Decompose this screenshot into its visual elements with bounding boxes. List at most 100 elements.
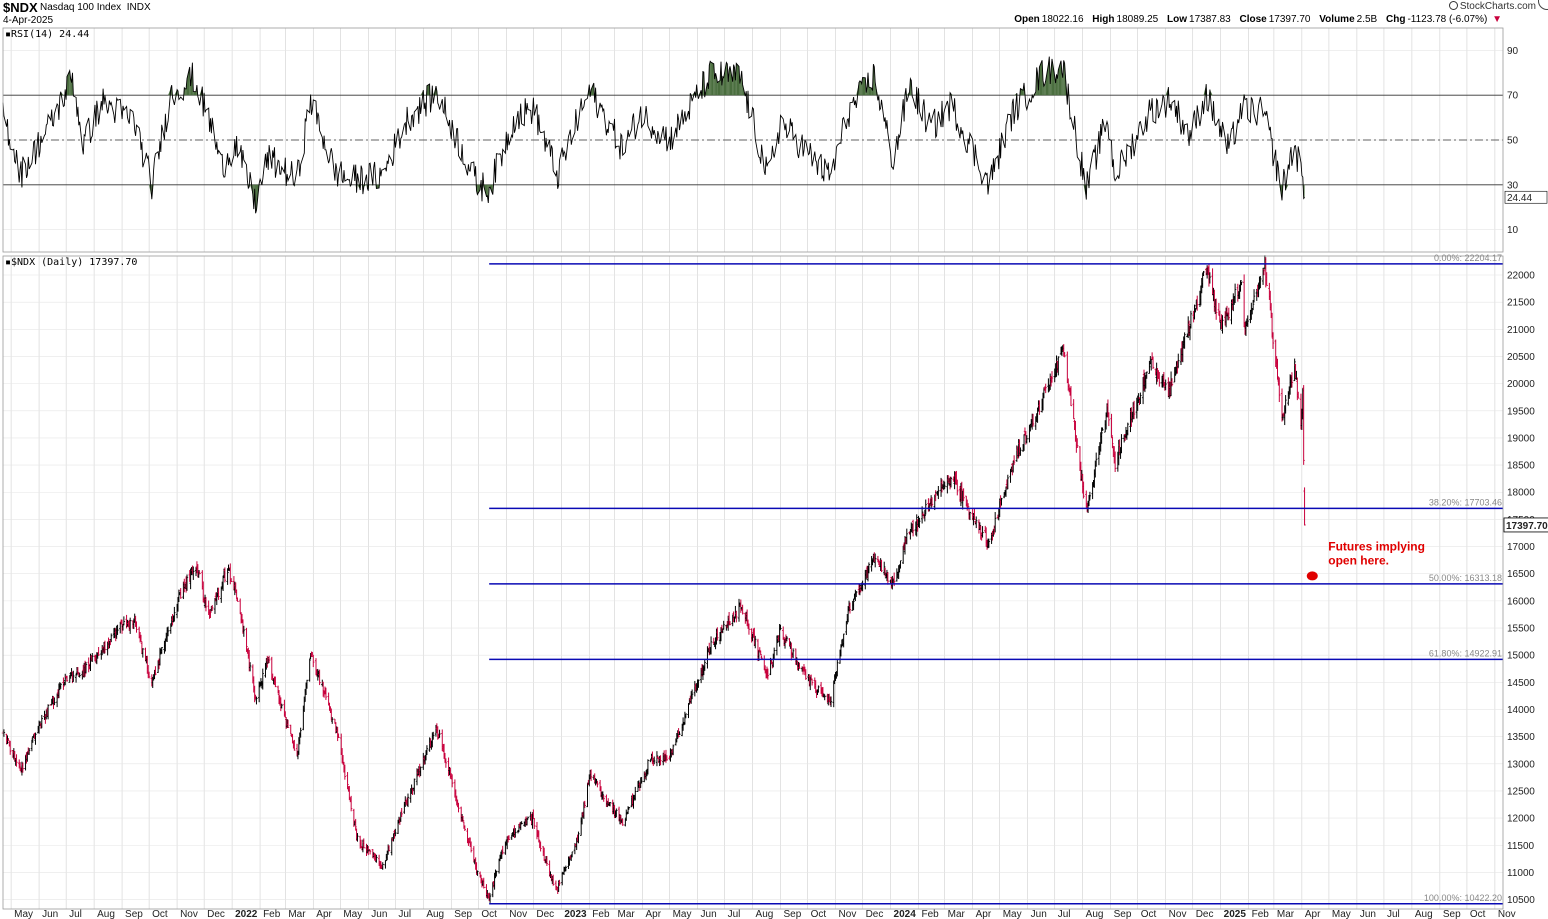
x-tick-label: May bbox=[1332, 909, 1351, 919]
price-tick-label: 10500 bbox=[1507, 895, 1535, 906]
rsi-overbought-fill bbox=[723, 62, 727, 96]
pane-labels: 10500 11000 11500 12000 12500 13000 13500 14000… bbox=[5, 29, 1548, 906]
rsi-overbought-fill bbox=[1043, 84, 1045, 96]
x-tick-label: Jul bbox=[728, 909, 741, 919]
ohlc-stats: Open 18022.16 High 18089.25 Low 17387.83 Cl… bbox=[1008, 14, 1502, 25]
price-tick-label: 16500 bbox=[1507, 569, 1535, 580]
stockcharts-logo-icon bbox=[1448, 1, 1458, 10]
price-tick-label: 16000 bbox=[1507, 596, 1535, 607]
x-tick-label: Nov bbox=[839, 909, 857, 919]
x-tick-label: May bbox=[673, 909, 692, 919]
price-tick-label: 13500 bbox=[1507, 732, 1535, 743]
high-value: 18089.25 bbox=[1116, 14, 1159, 25]
rsi-overbought-fill bbox=[1061, 72, 1063, 96]
x-tick-label: Aug bbox=[97, 909, 115, 919]
price-tick-label: 18500 bbox=[1507, 461, 1535, 472]
rsi-tick-label: 50 bbox=[1507, 136, 1519, 147]
price-last-tag bbox=[1503, 517, 1548, 533]
rsi-overbought-fill bbox=[1039, 60, 1043, 96]
close-value: 17397.70 bbox=[1268, 14, 1311, 25]
fib-level-label: 38.20%: 17703.46 bbox=[1429, 497, 1502, 507]
price-tick-label: 15000 bbox=[1507, 651, 1535, 662]
down-arrow-icon: ▼ bbox=[1492, 14, 1502, 25]
rsi-overbought-fill bbox=[868, 86, 872, 96]
x-tick-label: Oct bbox=[1141, 909, 1157, 919]
futures-annotation-line: Futures implying bbox=[1328, 539, 1425, 553]
price-tick-label: 12500 bbox=[1507, 786, 1535, 797]
rsi-overbought-fill bbox=[1241, 94, 1245, 96]
x-tick-label: Aug bbox=[1086, 909, 1104, 919]
rsi-overbought-fill bbox=[1063, 60, 1065, 96]
low-value: 17387.83 bbox=[1189, 14, 1231, 25]
brand[interactable]: StockCharts.com bbox=[1448, 1, 1536, 12]
rsi-tick-label: 30 bbox=[1507, 180, 1519, 191]
fib-level-label: 0.00%: 22204.17 bbox=[1434, 253, 1502, 263]
fib-level-label: 100.00%: 10422.20 bbox=[1424, 893, 1502, 903]
close-label: Close bbox=[1239, 14, 1267, 25]
x-tick-label: Jul bbox=[69, 909, 82, 919]
x-tick-label: Mar bbox=[618, 909, 636, 919]
chart-date: 4-Apr-2025 bbox=[3, 15, 54, 26]
price-tick-label: 19500 bbox=[1507, 406, 1535, 417]
rsi-overbought-fill bbox=[717, 80, 721, 96]
low-label: Low bbox=[1167, 14, 1188, 25]
rsi-oversold-fill bbox=[376, 184, 380, 189]
x-tick-label: Apr bbox=[646, 909, 662, 919]
rsi-overbought-fill bbox=[698, 90, 702, 96]
open-label: Open bbox=[1014, 14, 1040, 25]
x-tick-label: Mar bbox=[288, 909, 306, 919]
rsi-overbought-fill bbox=[711, 62, 714, 96]
rsi-overbought-fill bbox=[187, 67, 190, 96]
x-tick-label: Jul bbox=[398, 909, 411, 919]
symbol[interactable]: $NDX bbox=[3, 0, 38, 15]
rsi-overbought-fill bbox=[591, 83, 594, 96]
x-tick-label: Jul bbox=[1387, 909, 1400, 919]
index-name: Nasdaq 100 Index INDX bbox=[40, 2, 151, 13]
price-tick-label: 17000 bbox=[1507, 542, 1535, 553]
x-tick-label: Apr bbox=[316, 909, 332, 919]
brand-text: StockCharts.com bbox=[1459, 1, 1536, 12]
x-tick-label: Jun bbox=[42, 909, 58, 919]
rsi-overbought-fill bbox=[1045, 64, 1049, 96]
price-tick-label: 18000 bbox=[1507, 488, 1535, 499]
x-tick-label: Feb bbox=[922, 909, 940, 919]
x-tick-label: Oct bbox=[152, 909, 168, 919]
rsi-overbought-fill bbox=[1014, 93, 1017, 96]
open-value: 18022.16 bbox=[1041, 14, 1084, 25]
price-pane-label: ▪$NDX (Daily) 17397.70 bbox=[5, 257, 137, 268]
index-name-text: Nasdaq 100 Index bbox=[40, 2, 122, 13]
price-tick-label: 13000 bbox=[1507, 759, 1535, 770]
rsi-overbought-fill bbox=[722, 76, 724, 96]
chart-header: $NDX Nasdaq 100 Index INDX 4-Apr-2025 St… bbox=[0, 0, 1548, 28]
chg-label: Chg bbox=[1386, 14, 1406, 25]
rsi-overbought-fill bbox=[733, 64, 735, 96]
x-axis: May Jun Jul Aug Sep Oct Nov Dec 2022 Feb Mar Apr May… bbox=[14, 909, 1516, 919]
price-tick-label: 14500 bbox=[1507, 678, 1535, 689]
x-tick-label: Feb bbox=[1252, 909, 1270, 919]
rsi-oversold-fill bbox=[370, 184, 373, 186]
rsi-overbought-fill bbox=[710, 61, 712, 96]
rsi-overbought-fill bbox=[873, 64, 875, 96]
x-tick-label: Oct bbox=[811, 909, 827, 919]
rsi-tick-label: 70 bbox=[1507, 91, 1519, 102]
futures-annotation-line: open here. bbox=[1328, 553, 1389, 567]
rsi-overbought-fill bbox=[1052, 58, 1055, 96]
rsi-overbought-fill bbox=[67, 70, 70, 96]
volume-value: 2.5B bbox=[1356, 14, 1378, 25]
rsi-last-tag bbox=[1504, 190, 1548, 204]
rsi-overbought-fill bbox=[726, 62, 728, 96]
price-tick-label: 21500 bbox=[1507, 298, 1535, 309]
x-tick-label: 2023 bbox=[564, 909, 587, 919]
x-tick-label: Sep bbox=[125, 909, 143, 919]
rsi-overbought-fill bbox=[1048, 56, 1050, 96]
x-tick-label: Jun bbox=[701, 909, 717, 919]
x-tick-label: Aug bbox=[426, 909, 444, 919]
price-tick-label: 11500 bbox=[1507, 841, 1535, 852]
x-tick-label: 2024 bbox=[894, 909, 917, 919]
x-tick-label: Mar bbox=[1277, 909, 1295, 919]
rsi-frame bbox=[2, 27, 1504, 253]
rsi-overbought-fill bbox=[859, 80, 861, 96]
x-tick-label: May bbox=[343, 909, 362, 919]
rsi-overbought-fill bbox=[426, 84, 430, 96]
price-frame bbox=[2, 255, 1504, 910]
